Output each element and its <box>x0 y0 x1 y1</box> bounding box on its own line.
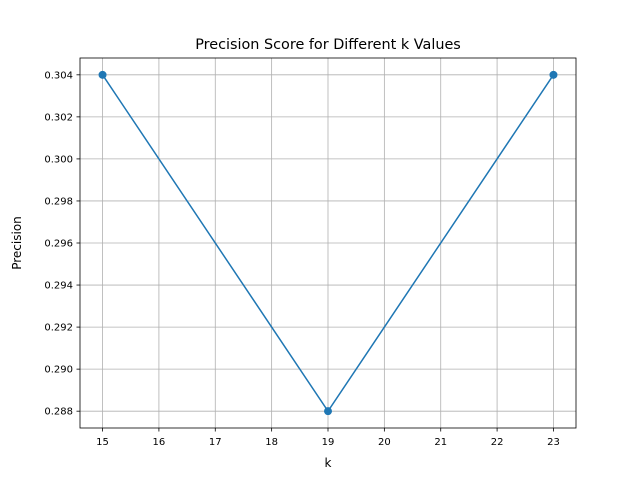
y-tick-label: 0.304 <box>44 70 73 81</box>
y-tick-label: 0.294 <box>44 281 73 292</box>
y-tick-label: 0.290 <box>44 365 73 376</box>
series-layer <box>98 70 558 416</box>
y-tick-label: 0.296 <box>44 239 73 250</box>
x-tick-label: 21 <box>434 437 447 448</box>
x-tick-label: 17 <box>209 437 222 448</box>
y-tick-label: 0.302 <box>44 112 73 123</box>
y-axis-label: Precision <box>10 216 24 270</box>
y-tick-label: 0.300 <box>44 154 73 165</box>
y-tick-label: 0.292 <box>44 323 73 334</box>
data-point-marker <box>324 407 332 416</box>
y-tick-label: 0.288 <box>44 407 73 418</box>
x-tick-label: 16 <box>153 437 166 448</box>
chart-title: Precision Score for Different k Values <box>195 37 461 53</box>
ticks: 15 16 17 18 19 20 21 22 23 0.288 0.290 0.292 0.294 0.… <box>44 70 559 448</box>
y-tick-label: 0.298 <box>44 196 73 207</box>
x-tick-label: 23 <box>547 437 560 448</box>
data-point-marker <box>98 70 107 79</box>
x-axis-label: k <box>325 456 332 470</box>
x-tick-label: 20 <box>378 437 391 448</box>
data-point-marker <box>549 70 558 79</box>
x-tick-label: 19 <box>322 437 335 448</box>
x-tick-label: 18 <box>265 437 278 448</box>
x-tick-label: 15 <box>96 437 109 448</box>
x-tick-label: 22 <box>491 437 504 448</box>
grid <box>80 58 576 428</box>
